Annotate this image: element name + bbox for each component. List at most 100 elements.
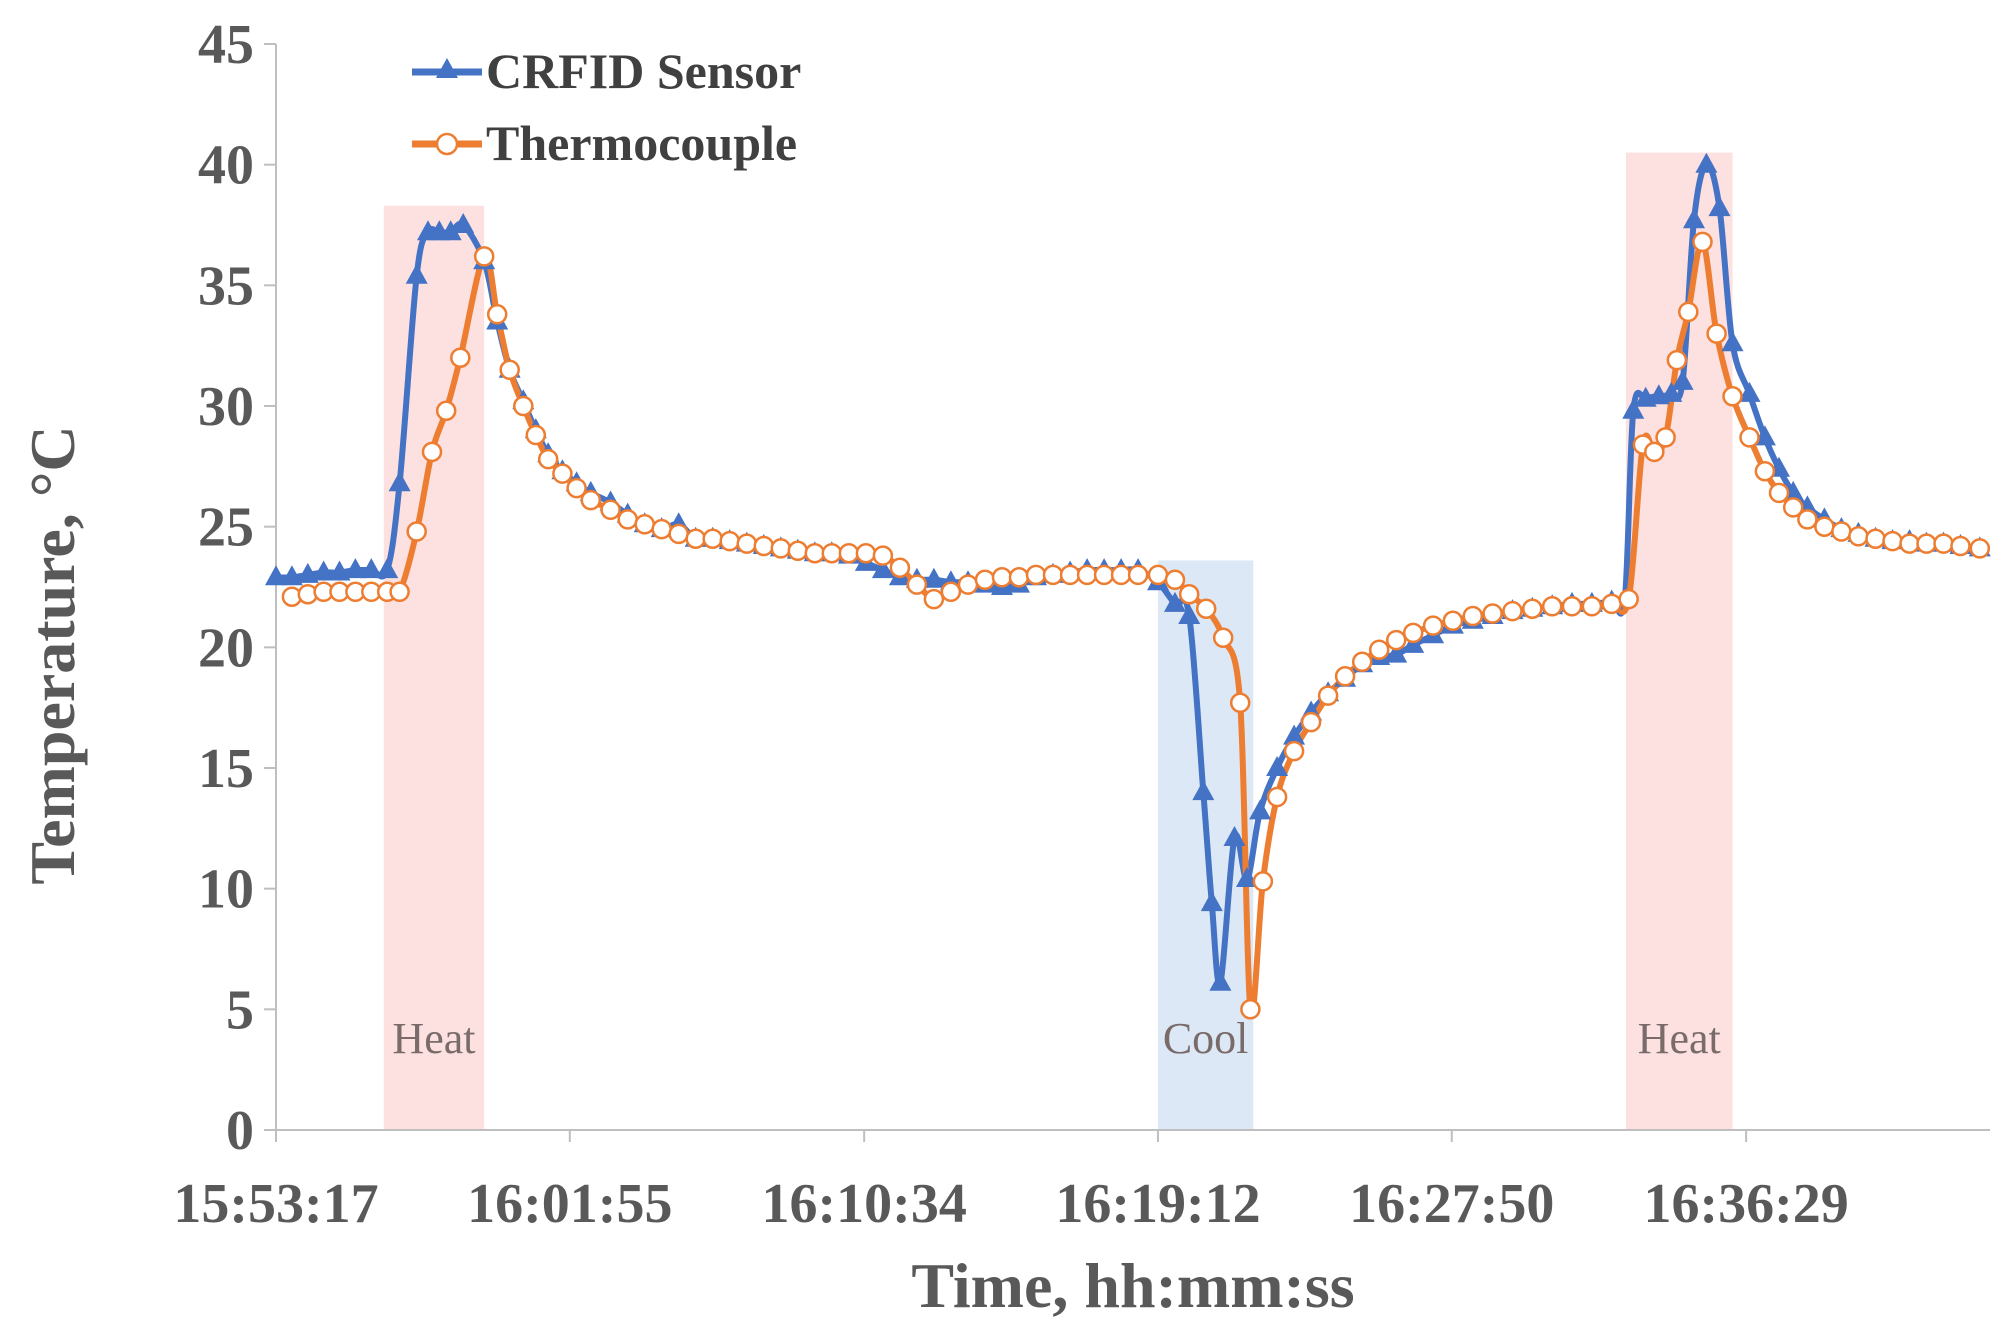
y-tick-label: 15 xyxy=(198,738,254,800)
data-point-thermocouple xyxy=(719,530,740,552)
data-point-crfid-sensor xyxy=(296,562,319,583)
data-point-thermocouple xyxy=(872,545,894,566)
data-point-thermocouple xyxy=(1482,603,1503,624)
data-point-crfid-sensor xyxy=(1223,826,1246,846)
data-point-thermocouple xyxy=(1462,605,1484,627)
data-point-thermocouple xyxy=(1351,651,1373,673)
data-point-thermocouple xyxy=(389,581,410,603)
data-point-thermocouple xyxy=(600,499,621,521)
region-label-heat-0: Heat xyxy=(392,1014,475,1063)
data-point-crfid-sensor xyxy=(1164,591,1186,612)
data-point-thermocouple xyxy=(1266,786,1288,808)
y-tick-label: 0 xyxy=(226,1100,254,1162)
data-point-thermocouple xyxy=(1797,509,1818,530)
data-point-thermocouple xyxy=(513,395,534,417)
data-point-thermocouple xyxy=(499,359,520,381)
data-point-crfid-sensor xyxy=(1695,152,1718,173)
legend-item-crfid-sensor: CRFID Sensor xyxy=(412,43,801,99)
data-point-crfid-sensor xyxy=(1660,381,1683,402)
data-point-thermocouple xyxy=(991,567,1013,588)
data-point-thermocouple xyxy=(1601,593,1622,615)
region-heat-2 xyxy=(1625,152,1733,1131)
data-point-thermocouple xyxy=(421,441,443,463)
data-point-thermocouple xyxy=(906,574,928,595)
data-point-thermocouple xyxy=(1782,497,1804,518)
data-point-thermocouple xyxy=(617,509,638,530)
data-point-crfid-sensor xyxy=(922,567,945,588)
data-point-crfid-sensor xyxy=(1622,398,1645,419)
data-point-thermocouple xyxy=(1655,427,1676,448)
data-point-thermocouple xyxy=(1178,583,1200,605)
data-point-thermocouple xyxy=(651,518,672,540)
data-point-thermocouple xyxy=(1093,564,1115,586)
data-point-thermocouple xyxy=(1422,615,1444,636)
data-point-thermocouple xyxy=(1814,516,1835,537)
data-point-thermocouple xyxy=(1933,533,1954,554)
x-tick-label: 16:19:12 xyxy=(1055,1173,1260,1235)
y-tick-label: 30 xyxy=(198,376,254,438)
data-point-thermocouple xyxy=(1317,685,1339,706)
data-point-crfid-sensor xyxy=(1283,724,1306,745)
data-point-thermocouple xyxy=(1706,323,1727,344)
data-point-thermocouple xyxy=(1678,301,1699,323)
data-point-crfid-sensor xyxy=(1683,208,1705,229)
y-tick-label: 20 xyxy=(198,617,254,679)
data-point-thermocouple xyxy=(406,521,427,542)
data-point-thermocouple xyxy=(889,557,911,578)
data-point-thermocouple xyxy=(1848,526,1869,547)
data-point-thermocouple xyxy=(821,542,843,564)
region-label-cool-1: Cool xyxy=(1163,1014,1249,1063)
data-point-thermocouple xyxy=(1666,349,1688,371)
data-point-crfid-sensor xyxy=(1209,970,1232,991)
legend: CRFID Sensor Thermocouple xyxy=(412,43,801,171)
axes xyxy=(275,44,1990,1131)
legend-label-crfid-sensor: CRFID Sensor xyxy=(486,43,801,99)
data-point-thermocouple xyxy=(736,533,758,554)
region-label-heat-2: Heat xyxy=(1638,1014,1721,1063)
data-point-thermocouple xyxy=(1502,600,1523,622)
y-tick-label: 35 xyxy=(198,255,254,317)
data-point-thermocouple xyxy=(753,535,775,557)
series-markers xyxy=(265,152,1991,1020)
data-point-thermocouple xyxy=(1402,622,1424,644)
data-point-thermocouple xyxy=(1754,460,1776,482)
y-tick-label: 40 xyxy=(198,135,254,197)
data-point-thermocouple xyxy=(1042,564,1064,586)
data-point-thermocouple xyxy=(1644,441,1665,463)
data-point-crfid-sensor xyxy=(871,558,894,579)
data-point-thermocouple xyxy=(580,489,602,511)
data-point-thermocouple xyxy=(1334,666,1356,687)
legend-marker-thermocouple xyxy=(435,132,459,156)
data-point-thermocouple xyxy=(1969,538,1991,559)
data-point-crfid-sensor xyxy=(344,558,367,579)
data-point-thermocouple xyxy=(1618,588,1639,610)
data-point-thermocouple xyxy=(1561,596,1583,617)
data-point-thermocouple xyxy=(486,304,508,325)
data-point-thermocouple xyxy=(1025,564,1047,586)
data-point-thermocouple xyxy=(1195,598,1217,619)
data-point-crfid-sensor xyxy=(405,263,428,284)
data-point-thermocouple xyxy=(1692,231,1713,253)
data-point-thermocouple xyxy=(1252,871,1274,892)
data-point-thermocouple xyxy=(974,569,996,591)
data-point-thermocouple xyxy=(1899,533,1920,554)
data-point-thermocouple xyxy=(855,542,877,564)
shaded-regions: Heat Cool Heat xyxy=(383,152,1733,1131)
data-point-thermocouple xyxy=(770,538,792,559)
data-point-crfid-sensor xyxy=(1708,196,1731,217)
data-point-thermocouple xyxy=(1300,711,1322,733)
data-point-thermocouple xyxy=(1768,482,1790,504)
data-point-thermocouple xyxy=(923,588,945,610)
data-point-crfid-sensor xyxy=(376,558,399,579)
data-point-thermocouple xyxy=(1950,535,1971,557)
region-heat-0 xyxy=(383,205,485,1130)
data-point-crfid-sensor xyxy=(388,471,411,492)
data-point-thermocouple xyxy=(537,448,559,470)
y-ticks: 0 5 10 15 20 25 30 35 40 45 xyxy=(198,14,276,1162)
data-point-thermocouple xyxy=(1076,564,1098,586)
data-point-crfid-sensor xyxy=(328,560,351,581)
y-axis-title: Temperature, °C xyxy=(17,425,88,884)
y-tick-label: 5 xyxy=(226,979,254,1041)
data-point-crfid-sensor xyxy=(360,558,383,579)
